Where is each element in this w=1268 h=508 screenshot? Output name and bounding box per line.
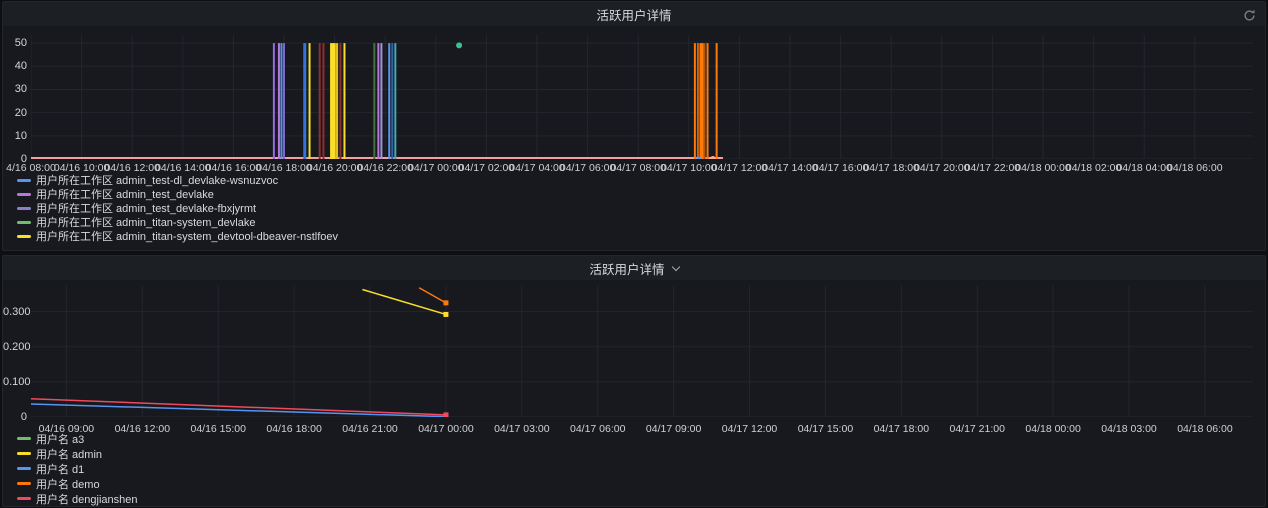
x-tick-label: 04/16 18:00 xyxy=(256,162,312,174)
y-tick-label: 40 xyxy=(14,60,27,73)
legend-color-swatch xyxy=(17,467,31,470)
legend-item-label: 用户所在工作区 admin_titan-system_devtool-dbeav… xyxy=(36,231,338,243)
legend-item[interactable]: 用户名 d1 xyxy=(17,461,1255,476)
legend-item-label: 用户名 dengjianshen xyxy=(36,493,138,506)
x-tick-label: 04/17 12:00 xyxy=(721,423,778,435)
x-tick-label: 04/18 00:00 xyxy=(1015,162,1071,174)
x-tick-label: 04/18 00:00 xyxy=(1025,423,1081,435)
y-tick-label: 0.200 xyxy=(3,340,31,353)
x-tick-label: 04/17 00:00 xyxy=(408,162,464,174)
chevron-down-icon xyxy=(671,262,680,271)
x-tick-label: 04/17 04:00 xyxy=(509,162,565,174)
legend-item-label: 用户名 admin xyxy=(36,448,103,461)
x-tick-label: 04/16 21:00 xyxy=(342,423,398,435)
y-tick-label: 0 xyxy=(20,411,27,423)
chart-canvas xyxy=(30,35,1253,162)
refresh-icon xyxy=(1243,9,1256,22)
x-tick-label: 04/17 06:00 xyxy=(569,423,626,435)
x-tick-label: 04/16 12:00 xyxy=(114,423,171,435)
legend-color-swatch xyxy=(17,192,31,196)
y-tick-label: 50 xyxy=(14,37,27,50)
legend-item-label: 用户所在工作区 admin_test_devlake-fbxjyrmt xyxy=(36,203,257,215)
x-tick-label: 04/18 03:00 xyxy=(1101,423,1157,435)
legend: 用户名 a3 用户名 admin 用户名 d1 用户名 demo 用户名 dengjia… xyxy=(17,431,1255,506)
x-tick-label: 4/16 08:00 xyxy=(6,162,56,174)
x-tick-label: 04/17 09:00 xyxy=(645,423,702,435)
legend-color-swatch xyxy=(17,234,31,238)
legend-item-label: 用户名 a3 xyxy=(36,433,85,446)
x-tick-label: 04/17 03:00 xyxy=(494,423,550,435)
legend-color-swatch xyxy=(17,437,31,440)
panel-title-text: 活跃用户详情 xyxy=(589,262,665,277)
chart-canvas xyxy=(30,286,1253,420)
x-tick-label: 04/17 20:00 xyxy=(914,162,970,174)
x-tick-label: 04/17 10:00 xyxy=(661,162,717,174)
x-tick-label: 04/18 04:00 xyxy=(1116,162,1172,174)
legend: 用户所在工作区 admin_test-dl_devlake-wsnuzvoc 用户… xyxy=(17,173,1255,243)
panel-title[interactable]: 活跃用户详情 xyxy=(596,5,671,24)
x-tick-label: 04/16 12:00 xyxy=(104,162,160,174)
x-tick-label: 04/16 10:00 xyxy=(53,162,110,174)
legend-item[interactable]: 用户所在工作区 admin_test_devlake xyxy=(17,187,1255,201)
x-tick-label: 04/18 02:00 xyxy=(1065,162,1122,174)
panel-active-users-top: 活跃用户详情 0 10 20 30 40 50 4/16 08:00 04/16 10:00… xyxy=(2,1,1266,251)
x-tick-label: 04/16 20:00 xyxy=(306,162,363,174)
x-tick-label: 04/17 18:00 xyxy=(863,162,919,174)
x-tick-label: 04/18 06:00 xyxy=(1177,423,1233,435)
y-tick-label: 0.100 xyxy=(3,375,31,388)
panel-title-text: 活跃用户详情 xyxy=(596,8,672,23)
legend-color-swatch xyxy=(17,220,31,224)
legend-item[interactable]: 用户名 admin xyxy=(17,446,1255,461)
x-tick-label: 04/17 02:00 xyxy=(458,162,515,174)
x-tick-label: 04/18 06:00 xyxy=(1167,162,1223,174)
refresh-button[interactable] xyxy=(1241,7,1257,23)
y-tick-label: 20 xyxy=(14,106,27,119)
legend-item[interactable]: 用户所在工作区 admin_test_devlake-fbxjyrmt xyxy=(17,201,1255,215)
panel-header: 活跃用户详情 xyxy=(3,256,1265,280)
legend-color-swatch xyxy=(17,452,31,455)
legend-item-label: 用户所在工作区 admin_test_devlake xyxy=(36,189,214,201)
x-tick-label: 04/17 15:00 xyxy=(797,423,854,435)
x-tick-label: 04/17 22:00 xyxy=(964,162,1021,174)
legend-item-label: 用户名 demo xyxy=(36,478,100,491)
legend-item[interactable]: 用户名 demo xyxy=(17,476,1255,491)
legend-color-swatch xyxy=(17,206,31,210)
legend-item[interactable]: 用户所在工作区 admin_titan-system_devtool-dbeav… xyxy=(17,229,1255,243)
y-tick-label: 0.300 xyxy=(3,305,31,318)
x-tick-label: 04/17 14:00 xyxy=(762,162,818,174)
panel-header: 活跃用户详情 xyxy=(3,2,1265,26)
x-tick-label: 04/17 00:00 xyxy=(418,423,474,435)
y-tick-label: 0 xyxy=(20,153,27,165)
graph-area[interactable] xyxy=(30,286,1253,420)
x-tick-label: 04/17 06:00 xyxy=(559,162,616,174)
legend-item[interactable]: 用户名 dengjianshen xyxy=(17,491,1255,506)
x-tick-label: 04/16 09:00 xyxy=(38,423,95,435)
x-tick-label: 04/16 22:00 xyxy=(357,162,413,174)
legend-item[interactable]: 用户所在工作区 admin_titan-system_devlake xyxy=(17,215,1255,229)
x-tick-label: 04/17 12:00 xyxy=(711,162,768,174)
legend-item-label: 用户所在工作区 admin_titan-system_devlake xyxy=(36,217,256,229)
legend-item[interactable]: 用户所在工作区 admin_test-dl_devlake-wsnuzvoc xyxy=(17,173,1255,187)
legend-item[interactable]: 用户名 a3 xyxy=(17,431,1255,446)
x-tick-label: 04/16 15:00 xyxy=(190,423,246,435)
y-tick-label: 10 xyxy=(14,129,27,142)
x-tick-label: 04/16 14:00 xyxy=(155,162,211,174)
x-tick-label: 04/16 18:00 xyxy=(266,423,322,435)
panel-active-users-bottom: 活跃用户详情 0 0.100 0.200 0.300 04/16 09:00 04/16… xyxy=(2,255,1266,507)
x-tick-label: 04/17 21:00 xyxy=(949,423,1005,435)
x-tick-label: 04/17 16:00 xyxy=(812,162,869,174)
legend-item-label: 用户所在工作区 admin_test-dl_devlake-wsnuzvoc xyxy=(36,175,279,187)
panel-title[interactable]: 活跃用户详情 xyxy=(589,259,680,278)
x-tick-label: 04/17 18:00 xyxy=(873,423,930,435)
legend-color-swatch xyxy=(17,178,31,182)
legend-item-label: 用户名 d1 xyxy=(36,463,85,476)
legend-color-swatch xyxy=(17,497,31,500)
y-tick-label: 30 xyxy=(14,83,27,96)
x-tick-label: 04/17 08:00 xyxy=(610,162,666,174)
legend-color-swatch xyxy=(17,482,31,485)
x-tick-label: 04/16 16:00 xyxy=(205,162,262,174)
graph-area[interactable] xyxy=(30,35,1253,162)
